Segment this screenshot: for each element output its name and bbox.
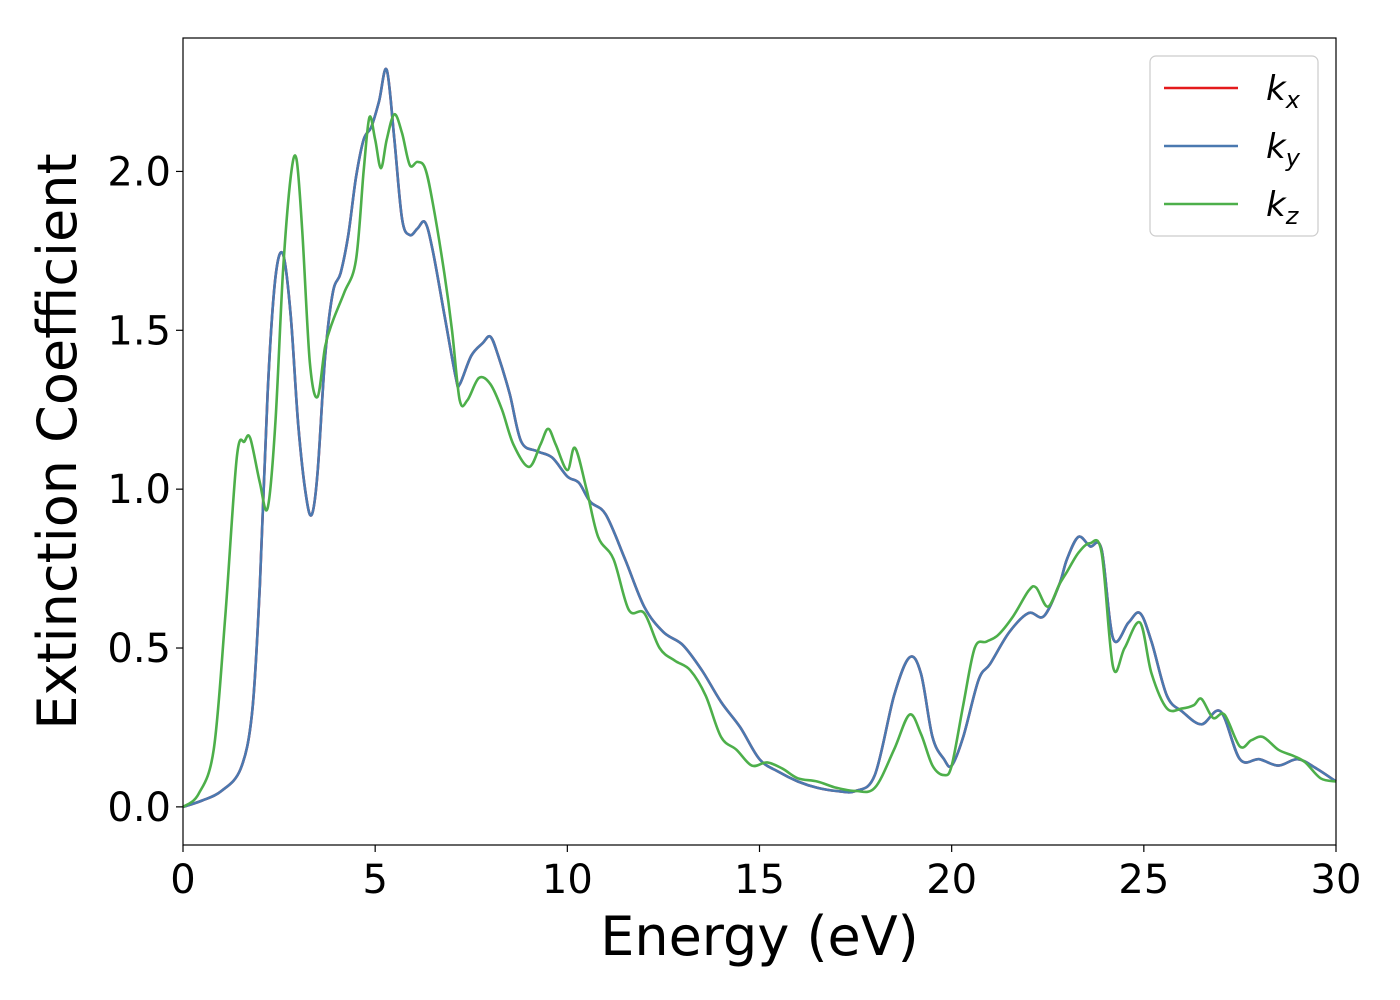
series-line-kz bbox=[182, 113, 1337, 808]
x-tick-label: 5 bbox=[362, 857, 387, 903]
legend: kx ky kz bbox=[1149, 55, 1319, 237]
x-tick-label: 30 bbox=[1311, 857, 1362, 903]
x-axis-title: Energy (eV) bbox=[600, 905, 919, 968]
y-tick-label: 0.0 bbox=[107, 785, 171, 831]
x-tick-label: 20 bbox=[926, 857, 977, 903]
y-tick-label: 1.5 bbox=[107, 308, 171, 354]
x-tick-label: 25 bbox=[1118, 857, 1169, 903]
series-layer bbox=[182, 67, 1337, 809]
x-axis: 0 5 10 15 20 25 30 bbox=[170, 845, 1361, 903]
y-axis: 0.0 0.5 1.0 1.5 2.0 bbox=[107, 149, 183, 831]
y-tick-label: 2.0 bbox=[107, 149, 171, 195]
legend-label-ky: ky bbox=[1266, 127, 1301, 172]
legend-label-kz: kz bbox=[1266, 185, 1300, 230]
y-tick-label: 1.0 bbox=[107, 467, 171, 513]
x-tick-label: 0 bbox=[170, 857, 195, 903]
series-line-ky bbox=[182, 67, 1337, 809]
y-tick-label: 0.5 bbox=[107, 626, 171, 672]
x-tick-label: 10 bbox=[542, 857, 593, 903]
legend-label-kx: kx bbox=[1266, 69, 1301, 114]
y-axis-title: Extinction Coefficient bbox=[26, 153, 89, 729]
x-tick-label: 15 bbox=[734, 857, 785, 903]
